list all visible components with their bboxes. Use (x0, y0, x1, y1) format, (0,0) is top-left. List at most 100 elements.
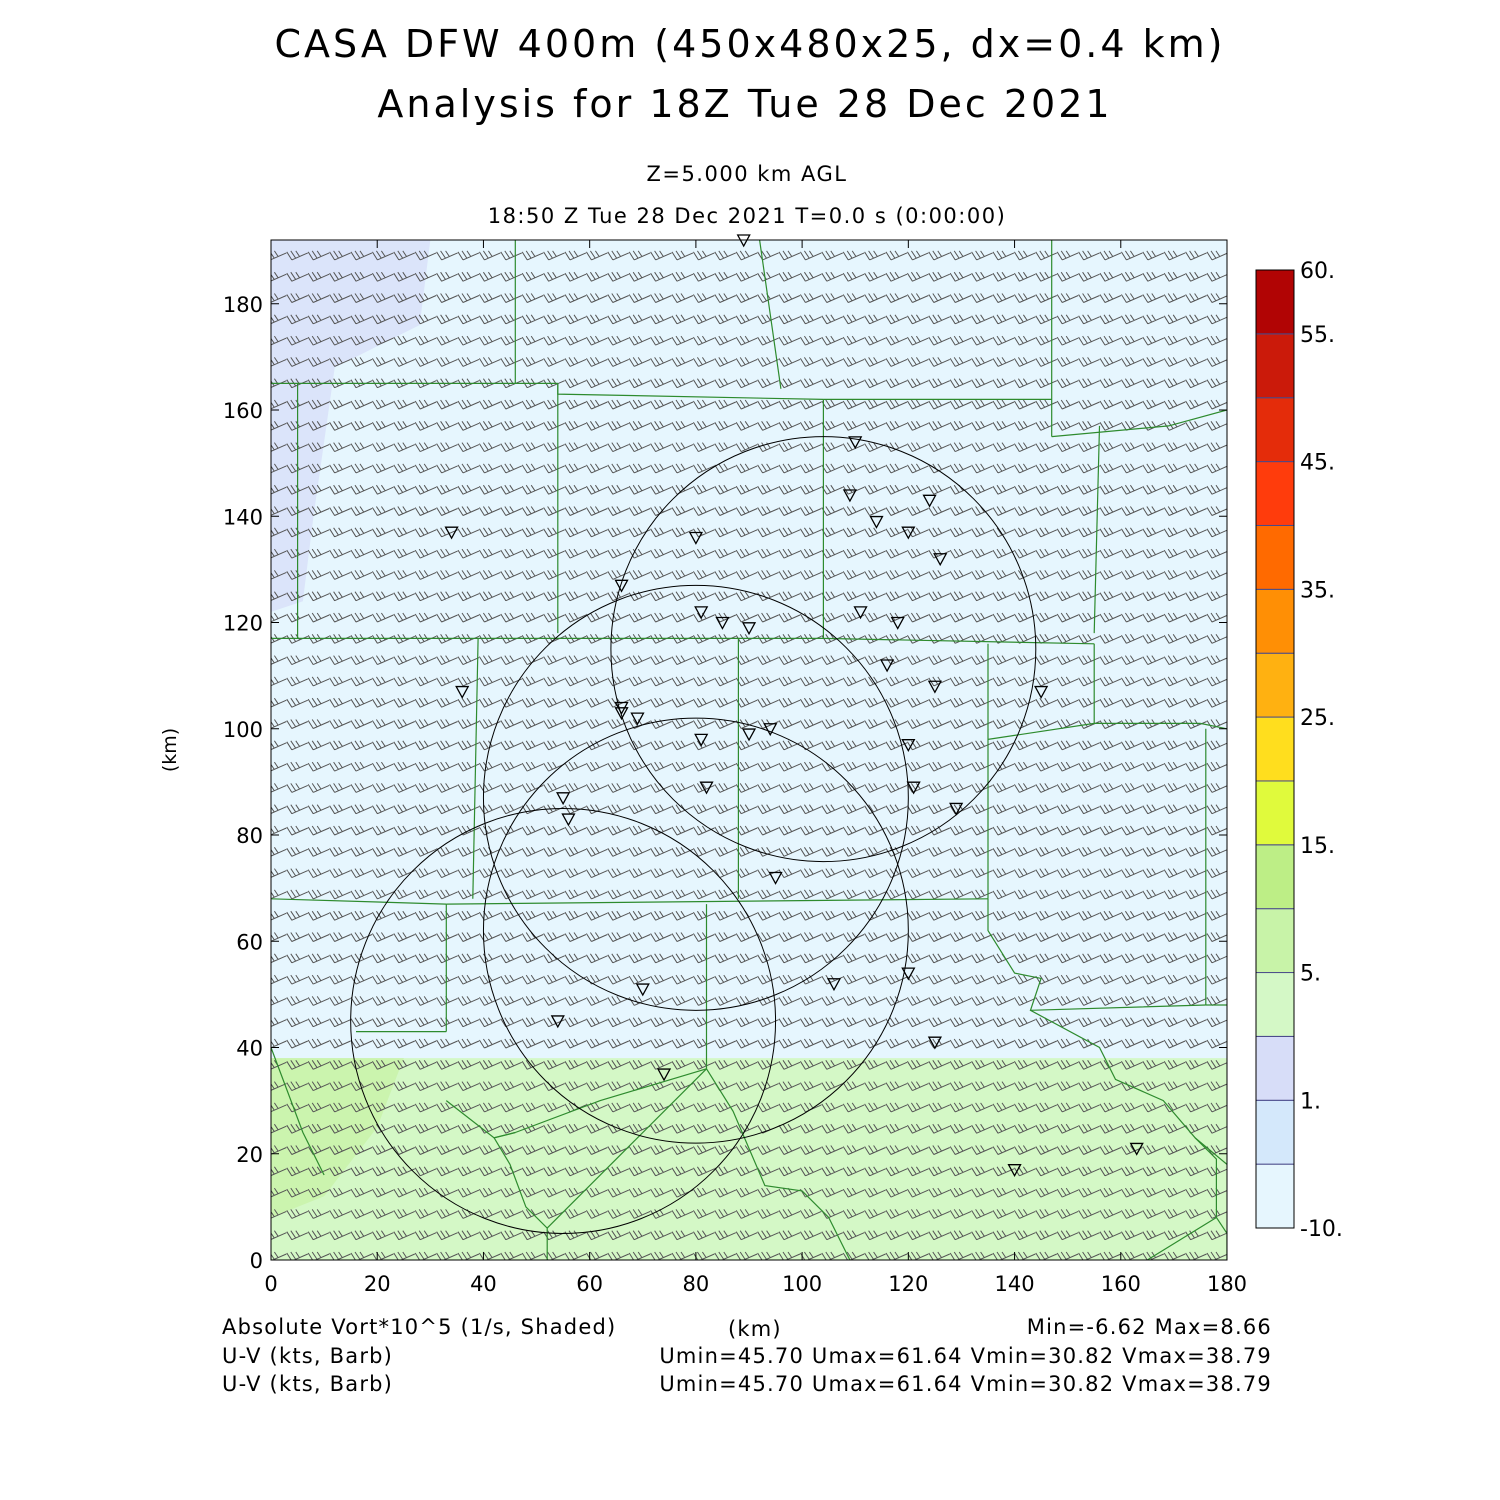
colorbar-segment (1255, 844, 1295, 910)
boundary-line (1146, 1216, 1217, 1260)
barb-stats-2: Umin=45.70 Umax=61.64 Vmin=30.82 Vmax=38… (659, 1372, 1272, 1396)
x-tick-label: 180 (1207, 1272, 1247, 1296)
station-triangle-icon (561, 813, 576, 827)
radar-ring (482, 717, 909, 1144)
colorbar-segment (1255, 716, 1295, 782)
boundary-line (1200, 722, 1227, 730)
county-boundaries (271, 240, 1227, 1260)
colorbar-segment (1255, 972, 1295, 1037)
valid-time-label: 18:50 Z Tue 28 Dec 2021 T=0.0 s (0:00:00… (487, 204, 1007, 228)
station-triangle-icon (927, 1036, 942, 1050)
colorbar-segment (1255, 652, 1295, 718)
station-triangle-icon (826, 978, 842, 992)
station-triangle-icon (1034, 685, 1049, 699)
radar-range-rings (350, 436, 1037, 1234)
radar-ring (482, 584, 909, 1011)
y-axis: 0 20 40 60 80 100 120 140 160 180 (223, 293, 1227, 1273)
x-axis: 0 20 40 60 80 100 120 140 160 180 (264, 240, 1247, 1296)
colorbar-label: 60. (1300, 259, 1335, 284)
station-triangle-icon (901, 739, 916, 753)
boundary-line (987, 722, 1095, 740)
colorbar-label: 25. (1300, 706, 1335, 731)
station-triangle-icon (927, 680, 942, 694)
vorticity-shading (271, 240, 1227, 1260)
colorbar-segment (1255, 780, 1295, 846)
station-triangle-icon (879, 659, 895, 673)
station-triangle-icon (922, 494, 937, 508)
boundary-line (987, 898, 1206, 1011)
barb-field (271, 250, 1227, 1260)
colorbar-label: 5. (1300, 962, 1321, 987)
station-triangle-icon (741, 622, 757, 636)
station-triangle-icon (656, 1068, 672, 1082)
colorbar-segment (1255, 908, 1295, 974)
station-triangle-icon (768, 871, 783, 885)
colorbar-segment (1255, 1035, 1295, 1101)
station-triangle-icon (869, 515, 884, 529)
x-tick-label: 80 (683, 1272, 710, 1296)
station-triangle-icon (614, 707, 629, 721)
x-tick-label: 120 (888, 1272, 928, 1296)
station-triangle-icon (455, 685, 470, 699)
colorbar: -10. 1. 5. 15. 25. 35. 45. 55. 60. (1255, 259, 1343, 1242)
boundary-line (1030, 1009, 1227, 1165)
colorbar-frame (1255, 269, 1295, 1229)
station-triangle-icon (848, 436, 863, 450)
station-markers (444, 234, 1144, 1178)
station-triangle-icon (949, 802, 964, 816)
colorbar-label: -10. (1300, 1217, 1343, 1242)
station-triangle-icon (635, 983, 650, 997)
station-triangle-icon (556, 792, 571, 806)
shaded-field-label: Absolute Vort*10^5 (1/s, Shaded) (222, 1315, 617, 1339)
station-triangle-icon (933, 553, 948, 567)
boundary-line (1093, 425, 1101, 634)
boundary-line (515, 1068, 707, 1134)
station-triangle-icon (715, 616, 730, 630)
station-triangle-icon (614, 579, 629, 593)
x-axis-label: (km) (728, 1317, 782, 1341)
radar-ring (350, 807, 777, 1234)
shade-north-west (271, 240, 431, 612)
station-triangle-icon (550, 1015, 565, 1029)
station-triangle-icon (901, 967, 916, 981)
level-label: Z=5.000 km AGL (646, 162, 848, 186)
boundary-line (546, 1068, 707, 1229)
station-triangle-icon (699, 781, 714, 795)
radar-ring (610, 436, 1037, 863)
figure-title-line1: CASA DFW 400m (450x480x25, dx=0.4 km) (274, 22, 1226, 66)
y-tick-label: 0 (250, 1249, 263, 1273)
barb-stats-1: Umin=45.70 Umax=61.64 Vmin=30.82 Vmax=38… (659, 1344, 1272, 1368)
colorbar-segment (1255, 461, 1295, 526)
station-triangle-icon (694, 606, 709, 620)
colorbar-label: 35. (1300, 578, 1335, 603)
boundary-line (478, 637, 1095, 645)
x-tick-label: 60 (576, 1272, 603, 1296)
colorbar-label: 55. (1300, 323, 1335, 348)
boundary-line (493, 1131, 548, 1260)
colorbar-segment (1255, 269, 1295, 335)
station-triangle-icon (1007, 1164, 1022, 1178)
station-triangle-icon (853, 606, 868, 620)
colorbar-segment (1255, 524, 1295, 590)
station-triangle-icon (901, 526, 916, 540)
y-tick-label: 100 (223, 718, 263, 742)
boundary-line (446, 898, 989, 905)
x-tick-label: 40 (470, 1272, 497, 1296)
colorbar-segment (1255, 1099, 1295, 1165)
y-axis-label: (km) (159, 728, 181, 772)
colorbar-label: 15. (1300, 834, 1335, 859)
y-tick-label: 40 (236, 1037, 263, 1061)
station-triangle-icon (688, 531, 703, 545)
barb-label-1: U-V (kts, Barb) (222, 1344, 394, 1368)
station-triangle-icon (1129, 1142, 1144, 1156)
station-triangle-icon (890, 616, 905, 630)
boundary-line (759, 240, 782, 389)
station-triangle-icon (630, 712, 645, 726)
y-tick-label: 140 (223, 505, 263, 529)
barb-label-2: U-V (kts, Barb) (222, 1372, 394, 1396)
x-tick-label: 140 (995, 1272, 1035, 1296)
y-tick-label: 20 (236, 1143, 263, 1167)
y-tick-label: 80 (236, 824, 263, 848)
station-triangle-icon (763, 723, 778, 737)
